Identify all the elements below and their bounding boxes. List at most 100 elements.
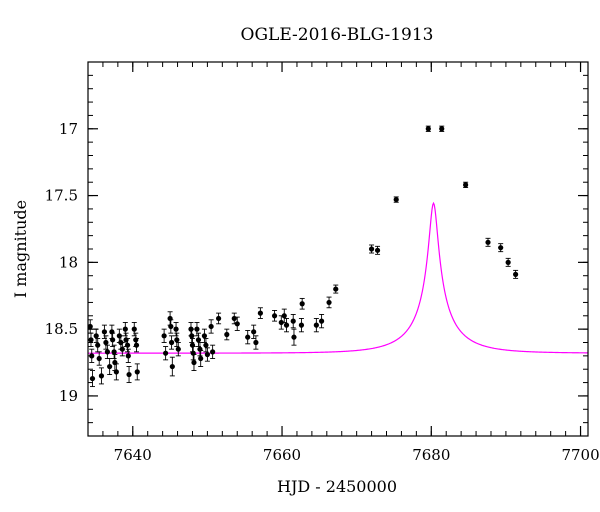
point-marker: [204, 351, 211, 358]
data-point: [134, 363, 140, 381]
data-point: [281, 308, 287, 323]
point-marker: [271, 313, 278, 319]
point-marker: [333, 286, 339, 292]
data-point: [109, 324, 115, 339]
point-marker: [93, 333, 99, 339]
point-marker: [208, 323, 214, 330]
data-point: [290, 314, 296, 329]
data-point: [167, 311, 173, 326]
x-tick-labels: 7640 7660 7680 7700: [114, 446, 600, 464]
point-marker: [313, 322, 319, 328]
point-marker: [291, 334, 297, 340]
data-point: [189, 338, 196, 353]
data-point: [191, 354, 197, 371]
data-point: [169, 356, 175, 377]
data-point: [505, 257, 511, 267]
data-point: [253, 335, 259, 350]
data-point: [107, 358, 113, 376]
plot-area: [87, 61, 589, 437]
data-point: [204, 347, 211, 362]
y-tick-label: 18.5: [45, 320, 78, 338]
data-point: [111, 344, 117, 359]
point-marker: [299, 301, 305, 307]
data-point: [299, 297, 305, 310]
point-marker: [197, 346, 203, 352]
point-marker: [174, 337, 180, 343]
point-marker: [98, 373, 105, 379]
data-point: [283, 318, 290, 333]
point-marker: [278, 319, 284, 326]
point-marker: [113, 369, 119, 375]
point-marker: [231, 315, 237, 322]
data-point: [103, 335, 109, 350]
point-marker: [374, 247, 381, 253]
data-point: [168, 319, 174, 334]
data-point: [195, 332, 202, 347]
data-point: [439, 125, 445, 132]
point-marker: [203, 342, 209, 348]
point-marker: [194, 326, 200, 332]
point-marker: [126, 371, 132, 378]
point-marker: [513, 271, 519, 277]
point-marker: [122, 326, 128, 332]
point-marker: [281, 313, 287, 319]
y-tick-label: 17.5: [45, 187, 78, 205]
point-marker: [485, 239, 491, 245]
data-point: [119, 342, 125, 357]
point-marker: [253, 339, 259, 346]
point-marker: [190, 350, 196, 356]
point-marker: [298, 322, 305, 328]
data-point: [175, 342, 181, 357]
point-marker: [96, 355, 102, 362]
point-marker: [111, 349, 117, 355]
point-marker: [161, 333, 167, 339]
point-marker: [210, 349, 216, 355]
point-marker: [257, 310, 263, 316]
data-point: [368, 244, 375, 254]
point-marker: [251, 329, 257, 335]
data-point: [326, 296, 332, 309]
point-marker: [163, 350, 169, 356]
data-point: [174, 332, 180, 347]
chart-title: OGLE-2016-BLG-1913: [241, 25, 434, 45]
y-axis-label: I magnitude: [11, 200, 30, 298]
data-point: [190, 346, 196, 361]
y-tick-label: 18: [59, 253, 78, 271]
point-marker: [175, 346, 181, 352]
data-point: [333, 284, 339, 294]
point-marker: [169, 363, 175, 370]
data-point: [168, 335, 175, 350]
point-marker: [173, 326, 179, 332]
data-point: [393, 196, 399, 203]
point-marker: [326, 299, 332, 306]
data-point: [198, 350, 204, 367]
point-marker: [189, 333, 195, 339]
point-marker: [133, 342, 140, 348]
data-point: [257, 307, 263, 319]
data-point: [425, 125, 431, 132]
data-point: [463, 181, 469, 189]
y-tick-label: 17: [59, 120, 78, 138]
y-tick-label: 19: [59, 387, 78, 405]
data-point: [89, 370, 96, 388]
x-tick-label: 7660: [263, 446, 301, 464]
data-points: [87, 125, 519, 388]
x-axis-label: HJD - 2450000: [277, 477, 397, 496]
data-point: [125, 348, 131, 363]
point-marker: [224, 331, 230, 338]
data-point: [271, 309, 278, 322]
data-point: [161, 328, 167, 343]
point-marker: [103, 339, 109, 346]
data-point: [291, 328, 297, 346]
x-tick-label: 7680: [412, 446, 450, 464]
data-point: [122, 322, 128, 337]
data-point: [113, 363, 119, 381]
point-marker: [95, 342, 101, 348]
data-point: [208, 319, 214, 334]
point-marker: [134, 369, 140, 375]
point-marker: [463, 182, 469, 188]
data-point: [124, 338, 131, 353]
point-marker: [215, 315, 222, 322]
data-point: [485, 237, 491, 247]
point-marker: [167, 315, 173, 322]
